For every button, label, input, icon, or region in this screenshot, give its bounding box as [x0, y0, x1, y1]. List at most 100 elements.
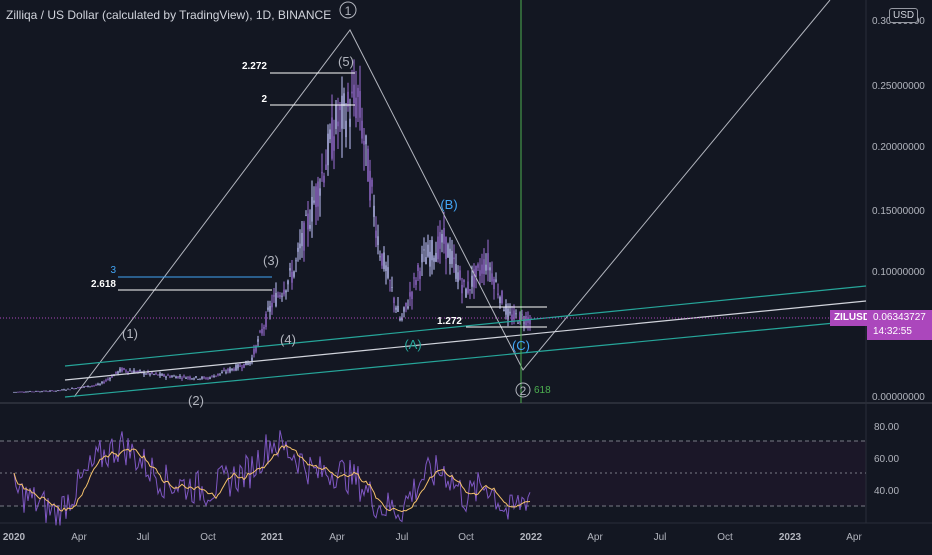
candle-body — [339, 104, 341, 111]
wave-2-circle — [515, 382, 531, 398]
candle-body — [255, 345, 257, 352]
candle-body — [145, 373, 147, 375]
candle-body — [439, 232, 441, 249]
candle-body — [473, 269, 475, 288]
candle-body — [507, 308, 509, 320]
candle-body — [325, 164, 327, 170]
time-axis[interactable]: 2020 Apr Jul Oct 2021 Apr Jul Oct 2022 A… — [3, 532, 863, 543]
candle-body — [429, 251, 431, 267]
rsi-tick: 60.00 — [874, 454, 899, 465]
candle-body — [351, 91, 353, 94]
candle-body — [37, 391, 39, 393]
candle-body — [427, 244, 429, 257]
candle-body — [75, 388, 77, 390]
wave-1-circle — [339, 1, 357, 19]
candle-body — [347, 91, 349, 107]
candle-body — [513, 310, 515, 320]
elliott-wave-line[interactable] — [73, 0, 831, 398]
candle-body — [467, 281, 469, 293]
candle-body — [403, 307, 405, 312]
candle-body — [333, 136, 335, 151]
time-tick: Oct — [458, 532, 474, 543]
candle-body — [275, 292, 277, 307]
candle-body — [357, 87, 359, 97]
candle-body — [521, 314, 523, 316]
candle-body — [45, 390, 47, 392]
candle-body — [463, 279, 465, 283]
bar-countdown: 14:32:55 — [873, 326, 912, 337]
candle-body — [47, 391, 49, 393]
wave-label-b: (B) — [440, 197, 457, 212]
candle-body — [159, 373, 161, 376]
candle-body — [457, 272, 459, 282]
candle-body — [295, 260, 297, 262]
candle-body — [455, 263, 457, 279]
candle-body — [407, 306, 409, 309]
candle-body — [193, 378, 195, 380]
candle-body — [471, 275, 473, 287]
candle-body — [377, 236, 379, 246]
candle-body — [63, 389, 65, 391]
price-tick: 0.15000000 — [872, 206, 925, 217]
candle-body — [189, 377, 191, 379]
candle-body — [89, 386, 91, 388]
candles-group — [13, 59, 531, 393]
candle-body — [445, 236, 447, 260]
candle-body — [409, 292, 411, 297]
time-tick: Apr — [587, 532, 603, 543]
time-tick: 2023 — [779, 532, 802, 543]
candle-body — [49, 390, 51, 392]
price-tick: 0.00000000 — [872, 392, 925, 403]
candle-body — [269, 306, 271, 312]
candle-body — [287, 280, 289, 285]
channel-mid-line[interactable] — [64, 300, 867, 381]
candle-body — [185, 377, 187, 379]
candle-body — [101, 381, 103, 384]
candle-body — [491, 273, 493, 282]
candle-body — [503, 309, 505, 311]
candle-body — [229, 368, 231, 372]
candle-body — [15, 391, 17, 393]
candle-body — [103, 381, 105, 383]
rsi-axis[interactable]: 80.00 60.00 40.00 — [874, 422, 899, 497]
currency-badge[interactable]: USD — [889, 8, 919, 23]
candle-body — [421, 254, 423, 263]
candle-body — [205, 378, 207, 380]
candle-body — [277, 295, 279, 297]
time-tick: Oct — [200, 532, 216, 543]
channel-upper-line[interactable] — [64, 285, 867, 367]
candle-body — [441, 233, 443, 243]
candle-body — [431, 240, 433, 261]
candle-body — [77, 387, 79, 389]
candle-body — [85, 386, 87, 387]
candle-body — [461, 285, 463, 294]
candle-body — [265, 313, 267, 328]
candle-body — [345, 120, 347, 138]
channel-lower-line[interactable] — [64, 319, 867, 398]
time-tick: Apr — [329, 532, 345, 543]
candle-body — [65, 389, 67, 391]
candle-body — [523, 322, 525, 324]
candle-body — [415, 280, 417, 285]
last-price-box: 0.06343727 14:32:55 — [867, 310, 932, 340]
candle-body — [219, 373, 221, 375]
fib-label-618: 618 — [534, 385, 551, 396]
candle-body — [485, 264, 487, 271]
candle-body — [307, 213, 309, 230]
price-tick: 0.10000000 — [872, 267, 925, 278]
candle-body — [433, 257, 435, 262]
candle-body — [285, 290, 287, 293]
candle-body — [489, 267, 491, 271]
candle-body — [69, 389, 71, 391]
candle-body — [259, 331, 261, 333]
candle-body — [231, 368, 233, 370]
candle-body — [207, 377, 209, 379]
candle-body — [481, 264, 483, 274]
candle-body — [27, 391, 29, 393]
rsi-tick: 80.00 — [874, 422, 899, 433]
candle-body — [129, 370, 131, 372]
candle-body — [157, 374, 159, 376]
candle-body — [449, 248, 451, 264]
